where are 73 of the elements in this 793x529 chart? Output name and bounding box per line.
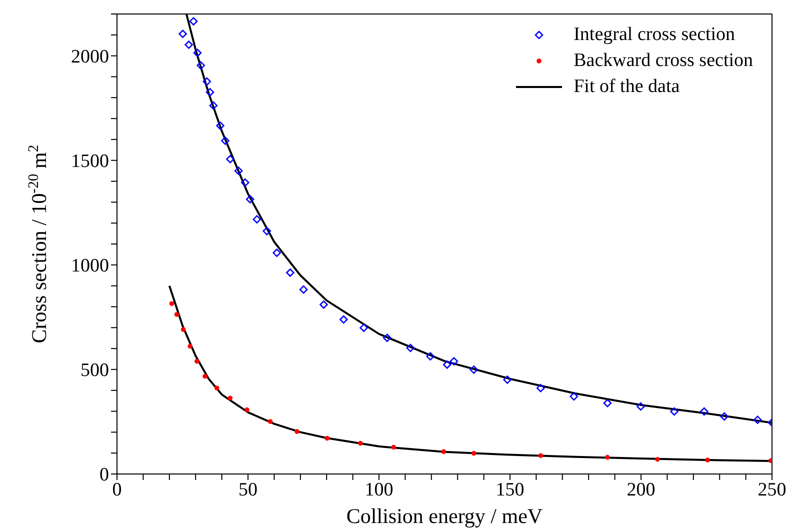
point xyxy=(294,429,300,434)
point xyxy=(206,88,214,96)
point xyxy=(246,195,254,204)
point xyxy=(194,358,200,364)
point xyxy=(228,396,233,400)
point xyxy=(216,122,224,130)
y-tick-label: 1500 xyxy=(71,151,109,172)
y-tick-label: 500 xyxy=(80,360,109,382)
point xyxy=(441,449,446,454)
legend-label: Integral cross section xyxy=(574,23,736,47)
point xyxy=(184,40,193,49)
point xyxy=(214,386,220,390)
point xyxy=(196,61,205,70)
line-series xyxy=(168,284,772,462)
point xyxy=(299,285,308,294)
legend-label: Fit of the data xyxy=(574,75,680,99)
point xyxy=(406,344,415,352)
point xyxy=(244,407,250,412)
point xyxy=(720,412,728,421)
point xyxy=(209,101,218,110)
y-tick-label: 1000 xyxy=(71,256,109,277)
x-tick-label: 250 xyxy=(758,479,786,500)
point xyxy=(202,77,212,86)
x-tick-label: 50 xyxy=(238,479,258,500)
y-tick-label: 0 xyxy=(100,464,109,486)
point xyxy=(471,450,476,456)
point xyxy=(700,407,708,416)
point xyxy=(339,315,348,324)
point xyxy=(202,374,208,379)
point xyxy=(268,419,273,424)
point xyxy=(226,154,234,164)
point xyxy=(193,48,202,58)
point xyxy=(178,30,187,38)
point xyxy=(753,416,762,424)
point xyxy=(262,226,272,236)
point xyxy=(670,407,678,416)
point xyxy=(536,384,545,392)
point xyxy=(180,327,186,332)
point xyxy=(320,300,328,309)
point xyxy=(221,136,230,145)
x-tick-label: 0 xyxy=(112,479,122,500)
point xyxy=(382,334,392,342)
point xyxy=(286,268,294,277)
point xyxy=(636,402,645,411)
point xyxy=(169,301,174,306)
point xyxy=(538,453,544,458)
point xyxy=(324,436,330,441)
point xyxy=(240,178,250,187)
point xyxy=(426,352,434,360)
point xyxy=(358,440,363,446)
point xyxy=(252,215,262,224)
point xyxy=(605,454,610,460)
x-axis-title: Collision energy / meV xyxy=(346,504,543,528)
x-tick-label: 200 xyxy=(626,479,656,500)
point xyxy=(450,357,458,366)
point xyxy=(391,444,396,450)
legend-label: Backward cross section xyxy=(574,49,753,73)
point xyxy=(503,376,512,384)
point xyxy=(189,17,198,26)
x-tick-label: 100 xyxy=(364,479,394,500)
x-tick-label: 150 xyxy=(496,479,524,500)
point xyxy=(188,344,192,349)
y-tick-label: 2000 xyxy=(71,46,109,68)
point xyxy=(234,166,243,175)
point xyxy=(603,398,612,408)
point xyxy=(705,458,710,462)
point xyxy=(174,312,180,317)
point xyxy=(570,392,578,401)
point xyxy=(272,248,281,257)
point xyxy=(360,324,368,332)
point xyxy=(470,366,478,374)
point xyxy=(655,456,660,462)
point xyxy=(442,360,452,369)
